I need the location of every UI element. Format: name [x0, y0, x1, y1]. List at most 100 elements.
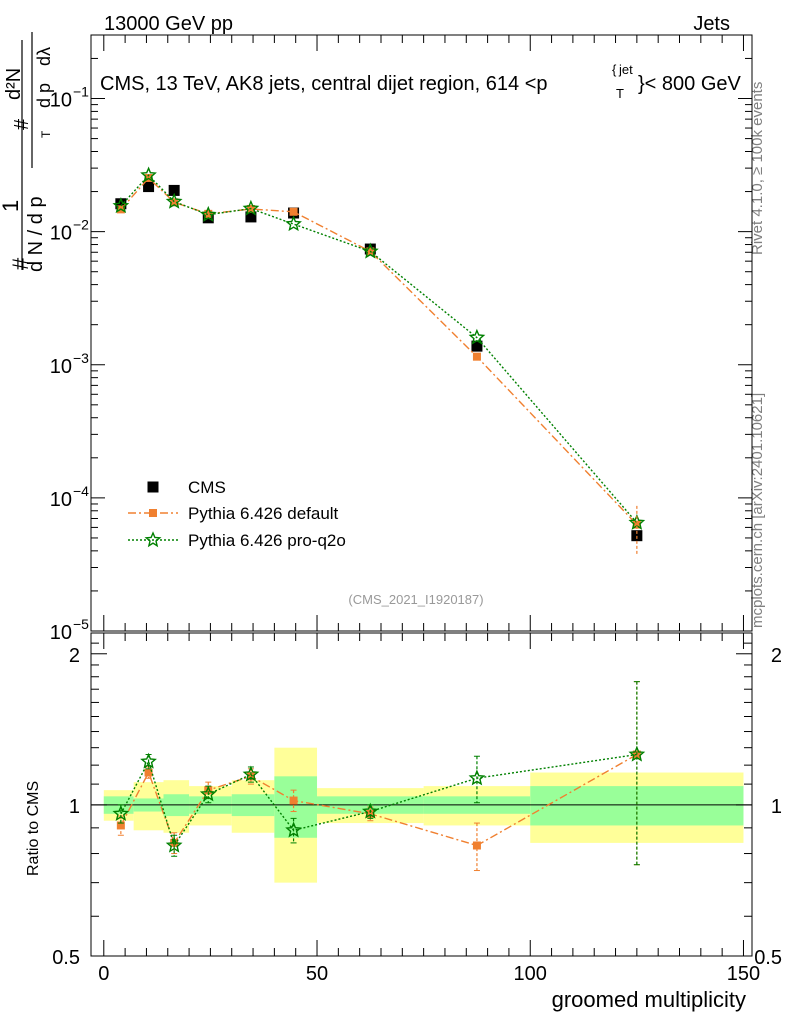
- ratio-frame: [90, 632, 753, 957]
- ylabel-one: 1: [0, 200, 23, 212]
- cms-point-7: [471, 340, 483, 352]
- default-point-7: [472, 352, 481, 361]
- xlabel: groomed multiplicity: [552, 987, 746, 1012]
- proq2o-point-3: [199, 205, 217, 222]
- cms-point-8: [631, 530, 643, 542]
- xtick-label: 0: [98, 963, 109, 985]
- default-ratio-point-6: [366, 809, 375, 818]
- legend-label-default: Pythia 6.426 default: [188, 504, 339, 523]
- proq2o-point-1: [140, 166, 157, 183]
- ylabel-T: T: [39, 130, 53, 138]
- ratio-ylabel: Ratio to CMS: [25, 781, 42, 876]
- main-axes: 10−110−210−310−410−5: [50, 34, 753, 644]
- proq2o-ratio-point-6: [361, 802, 379, 819]
- ratio-ytick-label-right: 1: [771, 796, 782, 818]
- proq2o-point-6: [361, 242, 379, 259]
- title-sub: T: [616, 86, 624, 101]
- svg-text:d p: d p: [34, 83, 54, 108]
- title-end: }< 800 GeV: [638, 73, 742, 95]
- default-point-2: [170, 198, 179, 207]
- ylabel-dpT: d p: [34, 83, 54, 108]
- cms-point-0: [115, 198, 127, 210]
- legend-proq2o-marker: [144, 531, 162, 548]
- watermark: (CMS_2021_I1920187): [348, 592, 483, 607]
- proq2o-ratio-line: [120, 753, 638, 848]
- default-point-5: [289, 207, 298, 216]
- main-ytick-exp: −1: [73, 84, 89, 100]
- proq2o-ratio-point-0: [112, 804, 130, 822]
- svg-text:d²N: d²N: [3, 68, 25, 100]
- svg-text:1: 1: [0, 200, 23, 212]
- main-ytick-exp: −5: [73, 616, 89, 632]
- main-frame: [90, 34, 753, 632]
- ylabel-hash: #: [8, 257, 33, 270]
- ylabel-dlambda: dλ: [34, 47, 54, 66]
- proq2o-point-7: [468, 328, 486, 345]
- proq2o-point-0: [112, 197, 130, 214]
- xtick-label: 50: [306, 963, 328, 985]
- cms-point-4: [245, 211, 257, 223]
- ratio-ytick-label-right: 0.5: [754, 947, 782, 969]
- ratio-ytick-label-right: 2: [771, 645, 782, 667]
- proq2o-point-4: [242, 199, 260, 216]
- plot-title: CMS, 13 TeV, AK8 jets, central dijet reg…: [100, 62, 742, 101]
- legend-default-marker: [149, 509, 157, 517]
- header-right: Jets: [693, 13, 730, 35]
- default-ratio-point-4: [246, 772, 255, 781]
- proq2o-ratio-point-8: [628, 745, 646, 762]
- ratio-bands: [103, 747, 744, 883]
- cms-point-2: [168, 184, 180, 196]
- band-inner-5: [274, 776, 318, 838]
- default-ratio-point-3: [204, 786, 213, 795]
- title-brace: {: [612, 62, 617, 77]
- ratio-ytick-label-left: 1: [69, 796, 80, 818]
- mcplots-label: mcplots.cern.ch [arXiv:2401.10621]: [749, 393, 766, 628]
- legend: CMS Pythia 6.426 default Pythia 6.426 pro-…: [128, 478, 346, 550]
- legend-label-proq2o: Pythia 6.426 pro-q2o: [188, 531, 346, 550]
- default-ratio-point-5: [289, 796, 298, 805]
- main-ytick-label: 10: [50, 90, 72, 112]
- main-ylabel: # 1 d N / d p T # d²N d p dλ: [0, 32, 54, 272]
- main-ytick-exp: −3: [73, 350, 89, 366]
- svg-text:T: T: [39, 130, 53, 138]
- svg-text:CMS, 13 TeV, AK8 jets, central: CMS, 13 TeV, AK8 jets, central dijet reg…: [100, 73, 548, 95]
- title-main: CMS, 13 TeV, AK8 jets, central dijet reg…: [100, 73, 548, 95]
- proq2o-ratio-point-1: [140, 752, 157, 769]
- main-series: [112, 166, 646, 554]
- default-ratio-point-1: [144, 768, 153, 777]
- ylabel-hash2: #: [11, 118, 33, 130]
- main-ytick-label: 10: [50, 356, 72, 378]
- default-point-3: [204, 209, 213, 218]
- proq2o-line: [120, 174, 638, 524]
- default-ratio-point-0: [116, 821, 125, 830]
- default-point-8: [632, 520, 641, 529]
- main-ytick-label: 10: [50, 223, 72, 245]
- default-line: [120, 176, 638, 526]
- main-ytick-exp: −4: [73, 483, 89, 499]
- svg-text:#: #: [8, 257, 33, 270]
- main-ytick-exp: −2: [73, 217, 89, 233]
- xtick-label: 150: [727, 963, 760, 985]
- ratio-series: [112, 681, 646, 872]
- svg-text:#: #: [11, 118, 33, 130]
- proq2o-ratio-point-2: [165, 836, 183, 853]
- ylabel-dN: d N / d p: [25, 196, 47, 272]
- legend-cms-marker: [147, 481, 159, 493]
- proq2o-ratio-point-4: [242, 765, 260, 782]
- title-sup: jet: [618, 62, 633, 77]
- ratio-ytick-label-left: 0.5: [52, 947, 80, 969]
- proq2o-point-2: [165, 192, 183, 209]
- main-ytick-label: 10: [50, 489, 72, 511]
- proq2o-point-5: [285, 215, 302, 232]
- proq2o-ratio-point-3: [199, 785, 217, 802]
- proq2o-ratio-point-7: [468, 769, 486, 786]
- default-ratio-point-7: [472, 841, 481, 850]
- ylabel-d2N: d²N: [3, 68, 25, 100]
- header-left: 13000 GeV pp: [104, 13, 233, 35]
- svg-text:dλ: dλ: [34, 47, 54, 66]
- svg-text:d N / d p: d N / d p: [25, 196, 47, 272]
- xtick-label: 100: [514, 963, 547, 985]
- proq2o-ratio-point-5: [285, 821, 302, 838]
- rivet-label: Rivet 4.1.0, ≥ 100k events: [749, 82, 766, 255]
